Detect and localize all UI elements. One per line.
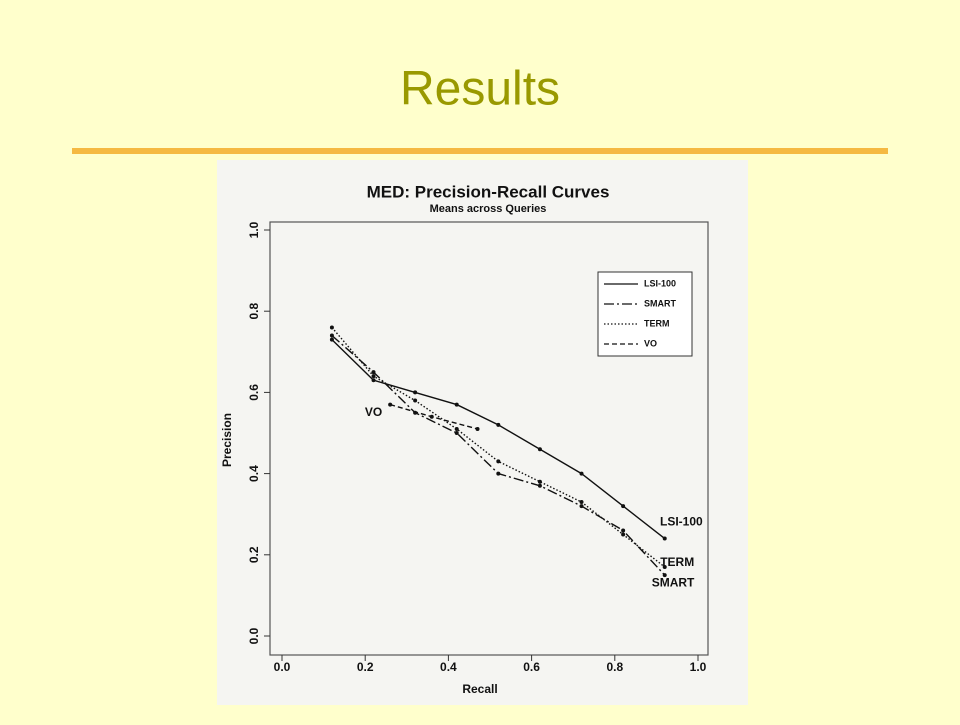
series-point	[413, 398, 418, 403]
y-tick-label: 0.2	[247, 546, 261, 563]
series-point	[454, 402, 459, 407]
x-tick-label: 1.0	[690, 660, 707, 674]
series-point	[329, 333, 334, 338]
series-point	[388, 402, 393, 407]
y-tick-label: 0.8	[247, 303, 261, 320]
annotation: VO	[365, 405, 382, 419]
chart-subtitle: Means across Queries	[430, 203, 547, 215]
legend-label: VO	[644, 338, 657, 348]
series-point	[475, 426, 480, 431]
series-point	[413, 390, 418, 395]
series-point	[496, 471, 501, 476]
series-point	[329, 337, 334, 342]
x-axis-label: Recall	[462, 682, 497, 696]
series-point	[537, 447, 542, 452]
y-tick-label: 0.6	[247, 384, 261, 401]
series-point	[579, 471, 584, 476]
y-axis-label: Precision	[220, 413, 234, 467]
annotation: TERM	[660, 555, 694, 569]
series-point	[621, 532, 626, 537]
annotation: LSI-100	[660, 514, 703, 528]
series-point	[537, 479, 542, 484]
series-point	[579, 500, 584, 505]
series-point	[662, 573, 667, 578]
series-point	[454, 431, 459, 435]
series-point	[496, 459, 501, 464]
series-point	[662, 536, 667, 541]
legend-label: SMART	[644, 298, 676, 308]
x-tick-label: 0.4	[440, 660, 457, 674]
series-point	[496, 422, 501, 427]
series-point	[429, 414, 434, 419]
plot-frame	[269, 221, 709, 656]
series-point	[537, 483, 542, 488]
slide-title: Results	[400, 63, 560, 116]
legend-label: TERM	[644, 318, 670, 328]
chart-title: MED: Precision-Recall Curves	[367, 182, 610, 201]
series-point	[579, 504, 584, 509]
series-point	[371, 378, 376, 383]
series-line	[331, 326, 666, 568]
series-point	[621, 504, 626, 509]
x-tick-label: 0.6	[523, 660, 540, 674]
x-tick-label: 0.2	[357, 660, 374, 674]
series-point	[454, 426, 459, 431]
y-tick-label: 0.4	[247, 465, 261, 482]
chart-background	[217, 160, 748, 705]
legend-label: LSI-100	[644, 278, 676, 288]
x-tick-label: 0.0	[274, 660, 291, 674]
series-point	[662, 564, 667, 569]
y-tick-label: 1.0	[247, 221, 261, 238]
series-point	[371, 374, 376, 379]
x-tick-label: 0.8	[606, 660, 623, 674]
annotation: SMART	[652, 575, 695, 589]
series-point	[329, 325, 334, 330]
legend-box	[597, 271, 693, 357]
series-point	[621, 528, 626, 533]
y-tick-label: 0.0	[247, 627, 261, 644]
series-point	[371, 370, 376, 375]
